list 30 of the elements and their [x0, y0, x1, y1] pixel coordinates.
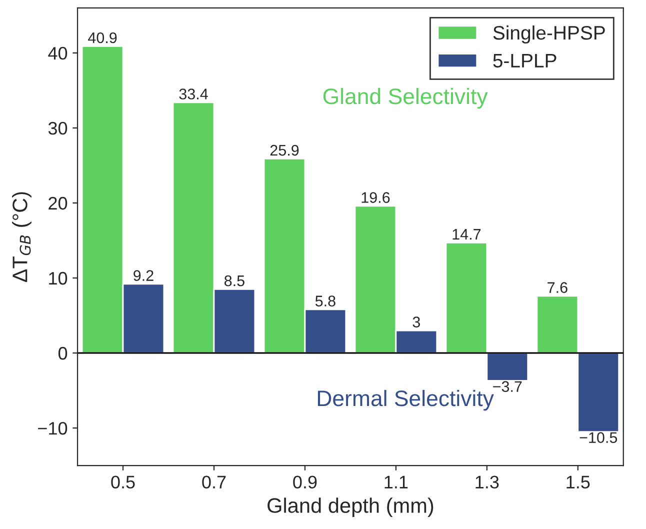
- data-label: −3.7: [493, 381, 522, 392]
- y-axis-title: ΔT$_{GB}$ (°C): [12, 192, 32, 282]
- legend-label: Single-HPSP: [493, 25, 605, 44]
- x-tick-label: 1.1: [384, 476, 408, 488]
- data-label: 3: [412, 316, 420, 328]
- data-label: 19.6: [362, 192, 390, 203]
- x-tick-label: 0.7: [202, 476, 226, 489]
- annotation: Gland Selectivity: [323, 88, 488, 109]
- y-tick-label: 0: [58, 346, 68, 360]
- x-tick-label: 0.5: [111, 476, 135, 489]
- data-label: −10.5: [580, 432, 618, 443]
- data-label: 33.4: [179, 88, 208, 100]
- y-tick-label: −10: [38, 422, 68, 435]
- data-label: 8.5: [224, 275, 244, 286]
- x-tick-label: 1.5: [566, 476, 590, 489]
- x-tick-label: 1.3: [476, 476, 499, 489]
- data-label: 14.7: [452, 229, 481, 240]
- x-axis-title: Gland depth (mm): [268, 498, 434, 518]
- data-label: 5.8: [315, 296, 336, 306]
- annotation: Dermal Selectivity: [318, 390, 494, 411]
- data-label: 7.6: [548, 282, 568, 293]
- legend-label: 5-LPLP: [493, 54, 556, 68]
- y-tick-label: 20: [48, 196, 68, 210]
- y-tick-label: 10: [49, 272, 68, 285]
- data-label: 25.9: [270, 144, 299, 156]
- y-tick-label: 30: [48, 122, 68, 135]
- x-tick-label: 0.9: [293, 476, 317, 489]
- y-tick-label: 40: [48, 46, 68, 60]
- data-label: 40.9: [88, 32, 117, 44]
- data-label: 9.2: [134, 270, 154, 281]
